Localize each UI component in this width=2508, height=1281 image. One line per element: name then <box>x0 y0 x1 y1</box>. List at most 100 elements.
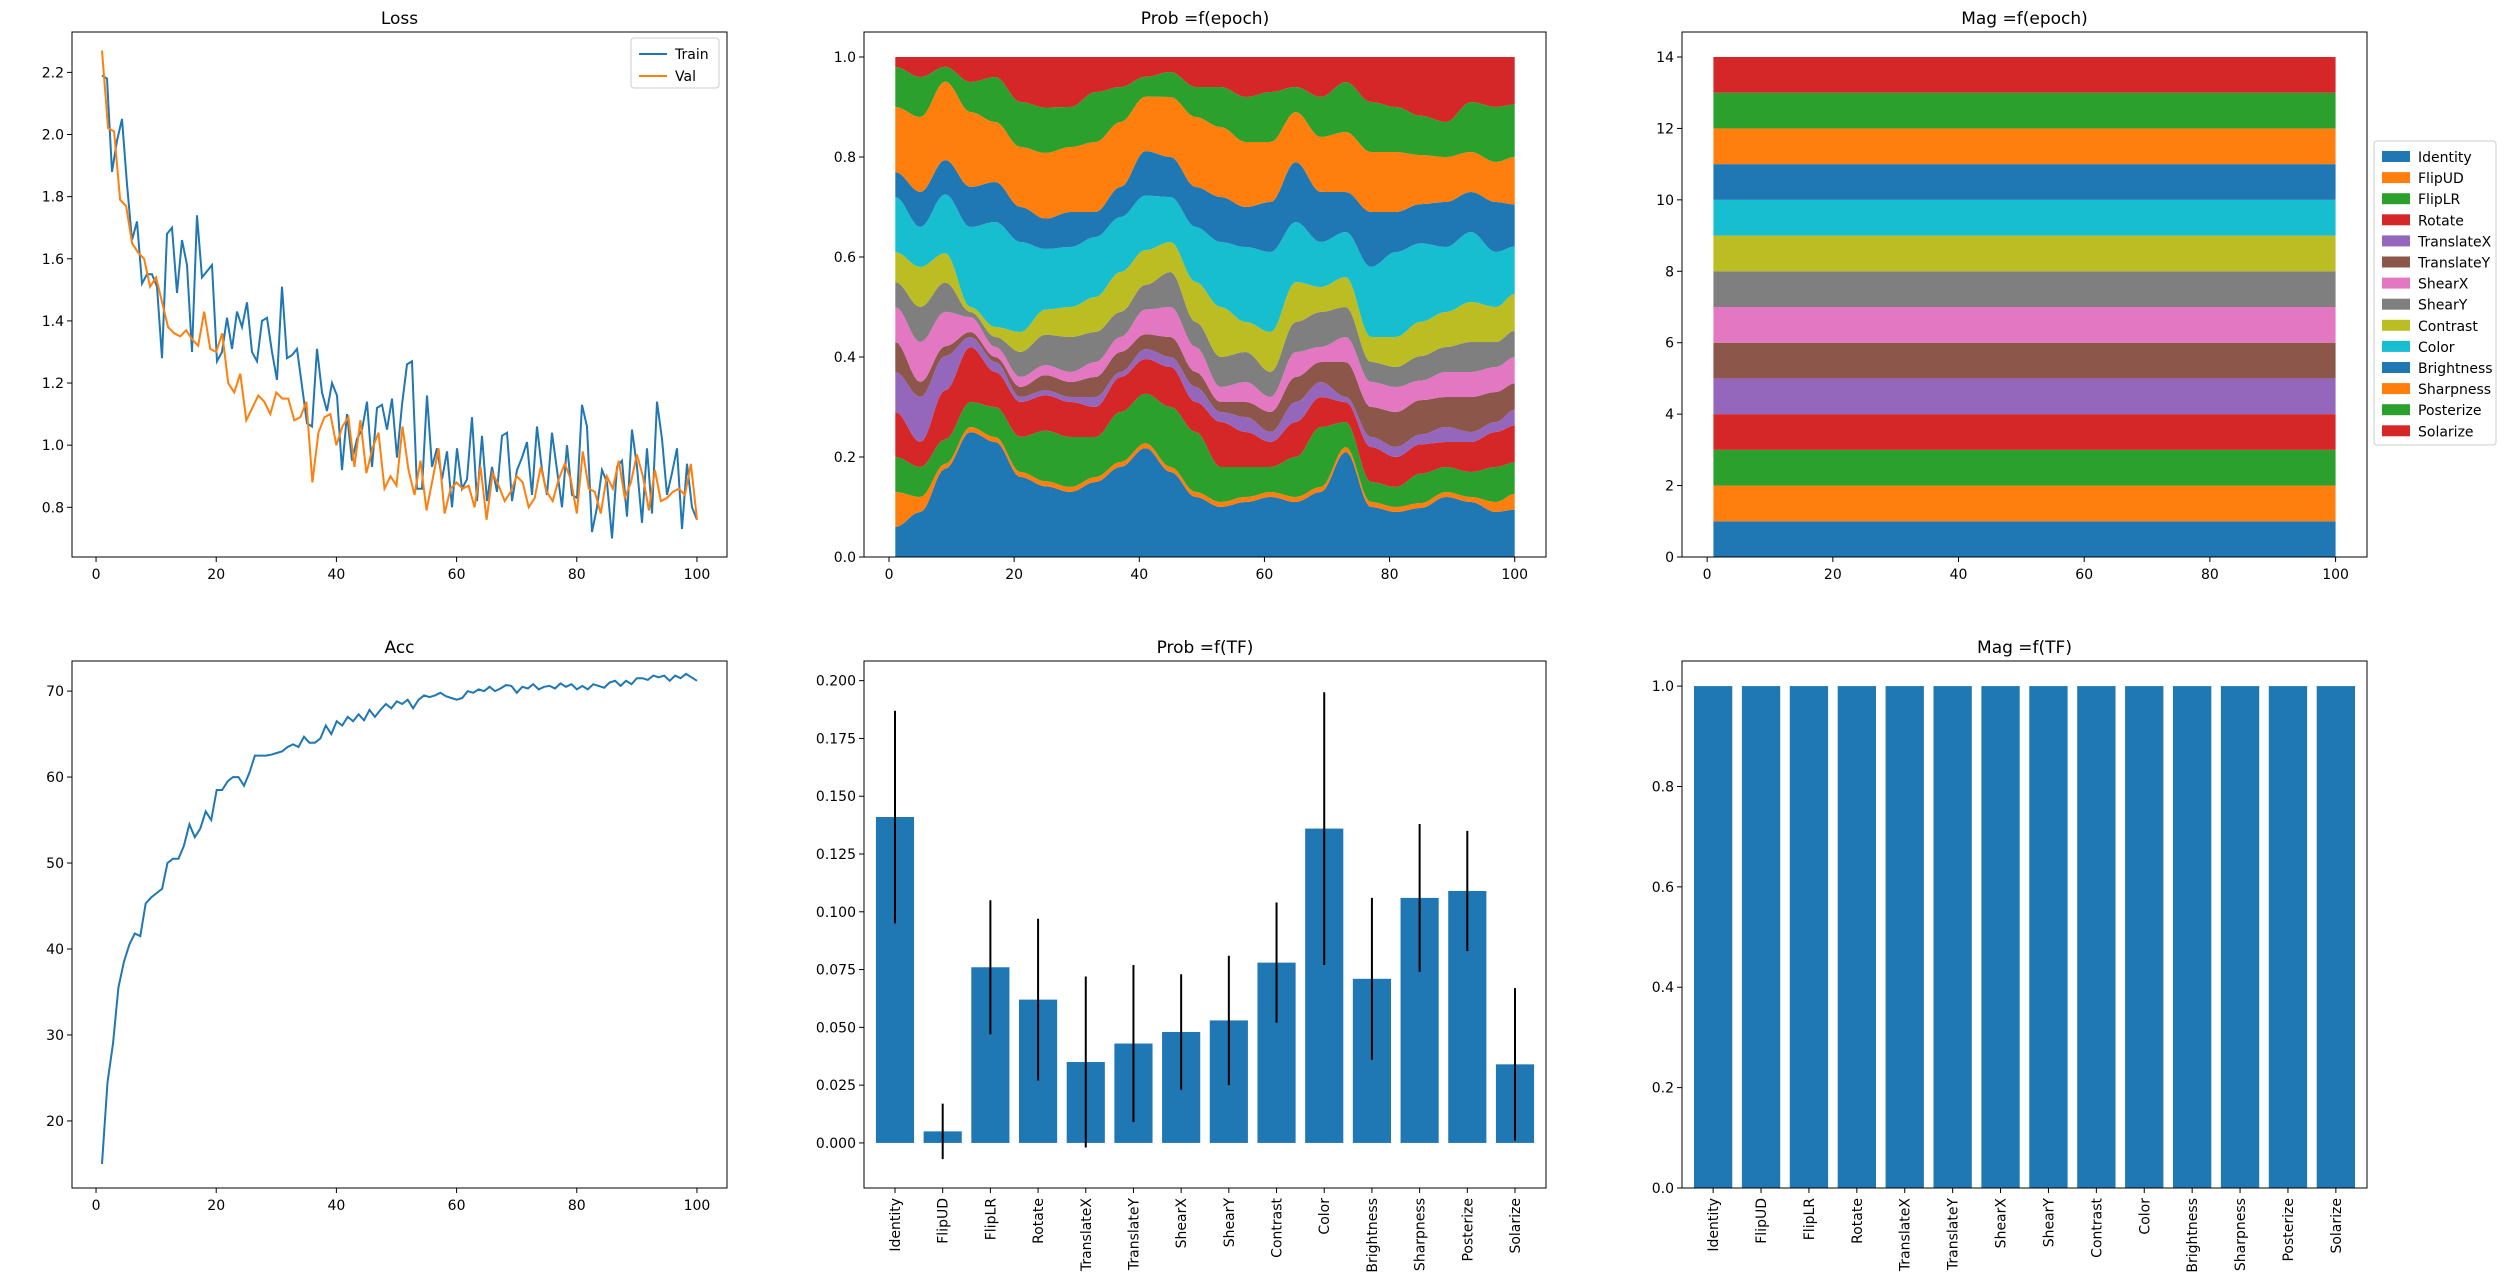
area-series-solarize <box>895 57 1515 122</box>
bar-fliplr <box>1789 686 1829 1188</box>
y-tick-label: 30 <box>46 1028 64 1044</box>
y-tick-label: 2 <box>1665 479 1674 495</box>
chart-panel-2: Mag =f(epoch) 0 2 4 6 8 10 12 14 0 20 40 60 80 100 <box>1656 9 2368 583</box>
y-tick-label: 0.8 <box>834 150 856 166</box>
band-translatey <box>1713 342 2336 379</box>
band-fliplr <box>1713 449 2336 486</box>
x-tick-label: Brightness <box>1365 1198 1381 1273</box>
y-tick-label: 0.000 <box>816 1136 856 1152</box>
band-solarize <box>1713 57 2336 93</box>
x-tick-label: TranslateX <box>1079 1198 1095 1273</box>
x-tick-label: Sharpness <box>1413 1198 1429 1271</box>
x-tick-label: 20 <box>207 567 225 583</box>
x-tick-label: Identity <box>1706 1198 1722 1252</box>
axes-frame <box>863 31 1547 558</box>
y-tick-label: 1.4 <box>42 314 64 330</box>
x-tick-label: 40 <box>1950 567 1968 583</box>
y-tick-label: 0.4 <box>834 350 856 366</box>
legend-swatch <box>2382 298 2410 310</box>
band-posterize <box>1713 92 2336 129</box>
chart-title: Mag =f(epoch) <box>1961 9 2088 29</box>
band-rotate <box>1713 414 2336 450</box>
y-tick-label: 0.150 <box>816 789 856 805</box>
x-tick-label: 20 <box>1824 567 1842 583</box>
chart-panel-1: Prob =f(epoch) 0.0 0.2 0.4 0.6 0.8 1.0 0 20 40 60 8… <box>834 9 1547 583</box>
x-tick-label: Solarize <box>1508 1198 1524 1254</box>
x-tick-label: 80 <box>1381 567 1399 583</box>
x-tick-label: ShearX <box>1174 1198 1190 1249</box>
x-tick-label: 80 <box>568 567 586 583</box>
y-tick-label: 0.0 <box>1652 1181 1674 1197</box>
band-brightness <box>1713 164 2336 200</box>
x-tick-label: Posterize <box>1460 1198 1476 1262</box>
y-tick-label: 1.2 <box>42 376 64 392</box>
x-tick-label: 20 <box>207 1198 225 1214</box>
y-tick-label: 1.6 <box>42 252 64 268</box>
y-tick-label: 0.2 <box>834 450 856 466</box>
band-shearx <box>1713 307 2336 343</box>
x-tick-label: 40 <box>327 567 345 583</box>
legend-label: Solarize <box>2418 424 2474 440</box>
x-tick-label: 60 <box>2075 567 2093 583</box>
area-series-contrast <box>895 242 1515 372</box>
x-tick-label: Color <box>1317 1198 1333 1235</box>
x-tick-label: ShearY <box>2041 1198 2057 1248</box>
legend-label: Brightness <box>2418 361 2493 377</box>
x-tick-label: Identity <box>888 1198 904 1252</box>
y-tick-label: 1.0 <box>834 50 856 66</box>
y-tick-label: 12 <box>1656 121 1674 137</box>
area-series-shearx <box>895 307 1515 412</box>
axes-frame <box>1681 31 2368 558</box>
x-tick-label: 0 <box>1703 567 1712 583</box>
x-tick-label: ShearY <box>1222 1198 1238 1248</box>
chart-title: Prob =f(epoch) <box>1141 9 1269 29</box>
y-tick-label: 2.0 <box>42 128 64 144</box>
y-tick-label: 1.8 <box>42 190 64 206</box>
x-tick-label: ShearX <box>1994 1198 2010 1249</box>
bar-posterize <box>2268 686 2308 1188</box>
chart-title: Acc <box>384 638 414 658</box>
x-tick-label: 60 <box>448 1198 466 1214</box>
legend-label: Identity <box>2418 150 2472 166</box>
area-series-translatex <box>895 337 1515 457</box>
y-tick-label: 0.8 <box>1652 779 1674 795</box>
x-tick-label: 100 <box>684 1198 711 1214</box>
y-tick-label: 60 <box>46 770 64 786</box>
x-tick-label: TranslateX <box>1898 1198 1914 1273</box>
x-tick-label: Posterize <box>2281 1198 2297 1262</box>
chart-title: Loss <box>381 9 418 29</box>
legend-swatch <box>2382 362 2410 373</box>
x-tick-label: 100 <box>1501 567 1528 583</box>
x-tick-label: Rotate <box>1850 1198 1866 1244</box>
legend-label: Color <box>2418 340 2455 356</box>
legend-swatch <box>2382 277 2410 289</box>
legend-swatch <box>2382 151 2410 162</box>
bar-flipud <box>1741 686 1781 1188</box>
bar-solarize <box>2316 686 2356 1188</box>
bar-color <box>2125 686 2164 1188</box>
y-tick-label: 0.200 <box>816 674 856 690</box>
legend-label: FlipLR <box>2418 192 2461 208</box>
y-tick-label: 0.8 <box>42 500 64 516</box>
x-tick-label: Contrast <box>2089 1197 2105 1257</box>
x-tick-label: TranslateY <box>1126 1198 1142 1272</box>
band-sheary <box>1713 271 2336 307</box>
x-tick-label: TranslateY <box>1946 1198 1962 1272</box>
legend-swatch <box>2382 319 2410 331</box>
legend-swatch <box>2382 214 2410 226</box>
bar-brightness <box>2172 686 2212 1188</box>
band-identity <box>1713 521 2336 557</box>
area-series-posterize <box>895 66 1515 162</box>
x-tick-label: 0 <box>885 567 894 583</box>
chart-panel-3: Acc 20 30 40 50 60 70 0 20 40 60 80 100 <box>46 638 728 1214</box>
axes-frame <box>1681 660 2368 1189</box>
axes-frame <box>71 660 728 1189</box>
legend: Train Val <box>630 37 720 89</box>
x-tick-label: 0 <box>92 567 101 583</box>
bar-sheary <box>2029 686 2068 1188</box>
legend-swatch <box>2382 256 2410 268</box>
chart-panel-4: Prob =f(TF) 0.000 0.025 0.050 0.075 0.100 0.12… <box>816 638 1547 1273</box>
band-flipud <box>1713 485 2336 522</box>
legend-swatch <box>2382 235 2410 247</box>
band-translatex <box>1713 378 2336 415</box>
